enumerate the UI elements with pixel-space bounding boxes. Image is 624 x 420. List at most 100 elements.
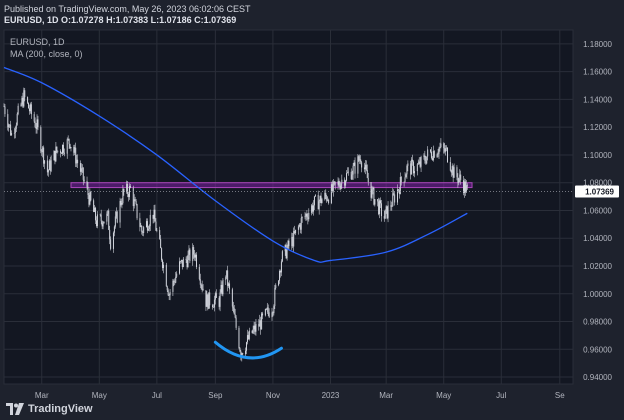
candle-body [23,90,25,107]
candle-body [394,194,396,203]
candle-body [410,163,412,175]
candle-body [227,270,229,286]
candle-body [384,209,386,219]
candle-body [330,184,332,204]
candle-body [43,147,45,164]
candle-body [187,254,189,268]
candle-body [115,211,117,217]
candle-body [458,178,460,183]
candle-body [346,172,348,174]
candle-body [252,329,254,333]
candle-body [4,106,6,115]
candle-body [372,187,374,190]
tradingview-logo-text: TradingView [28,403,93,415]
candle-body [466,185,468,187]
candle-body [132,187,134,207]
candle-body [153,209,155,219]
candle-body [162,260,164,268]
candle-body [169,291,171,296]
candle-body [397,189,399,191]
candle-body [93,200,95,212]
candle-body [17,105,19,114]
candle-body [79,163,81,172]
candle-body [122,188,124,204]
candle-body [359,159,361,161]
candle-body [445,148,447,152]
candle-body [188,249,190,255]
candle-body [167,290,169,296]
candle-body [225,277,227,280]
candle-body [341,179,343,184]
candle-body [453,167,455,178]
candle-body [96,214,98,227]
candle-body [240,351,242,358]
candle-body [403,181,405,183]
candle-body [304,216,306,218]
candle-body [430,151,432,158]
candle-body [175,276,177,283]
candle-body [286,248,288,259]
legend-ma[interactable]: MA (200, close, 0) [10,49,83,59]
candle-body [127,184,129,194]
plot-area[interactable] [3,29,574,385]
candle-body [407,163,409,166]
candle-body [463,180,465,193]
candle-body [212,305,214,308]
candle-body [294,231,296,234]
candle-body [265,308,267,310]
candle-body [22,97,24,107]
x-tick-label: Jul [152,391,162,400]
candle-body [291,237,293,247]
candle-body [180,259,182,262]
candle-body [83,179,85,181]
candle-body [145,221,147,228]
candle-body [287,240,289,249]
candle-body [80,168,82,172]
time-axis[interactable]: Mar May Jul Sep Nov 2023 Mar May Jul Se [35,391,565,400]
candle-body [452,166,454,178]
candle-body [56,146,58,152]
candle-body [238,327,240,349]
candle-body [379,200,381,215]
candle-body [173,280,175,282]
candle-body [103,221,105,224]
candle-body [446,147,448,149]
candle-body [432,151,434,161]
candle-body [113,226,115,233]
candle-body [120,200,122,205]
candle-body [360,159,362,163]
candle-body [419,161,421,167]
candle-body [426,156,428,164]
x-tick-label: Sep [208,391,223,400]
candle-body [154,209,156,222]
candle-body [319,195,321,202]
candle-body [321,199,323,204]
candle-body [387,205,389,219]
candle-body [337,181,339,185]
price-axis[interactable]: 1.18000 1.16000 1.14000 1.12000 1.10000 1.080… [583,40,612,382]
candle-body [136,204,138,219]
candle-body [50,160,52,171]
candle-body [87,186,89,196]
candle-body [189,249,191,261]
candle-body [313,196,315,206]
candle-body [347,171,349,173]
candle-body [423,155,425,157]
candle-body [465,185,467,193]
candle-body [81,167,83,169]
candle-body [40,127,42,152]
candle-body [295,229,297,234]
candle-body [325,192,327,197]
candle-body [86,180,88,187]
candle-body [53,150,55,161]
candle-body [218,297,220,307]
candle-body [438,147,440,154]
candle-body [198,267,200,280]
candle-body [195,254,197,258]
candle-body [147,229,149,231]
candle-body [192,247,194,261]
candle-body [146,221,148,231]
candle-body [449,162,451,171]
candle-body [413,171,415,174]
